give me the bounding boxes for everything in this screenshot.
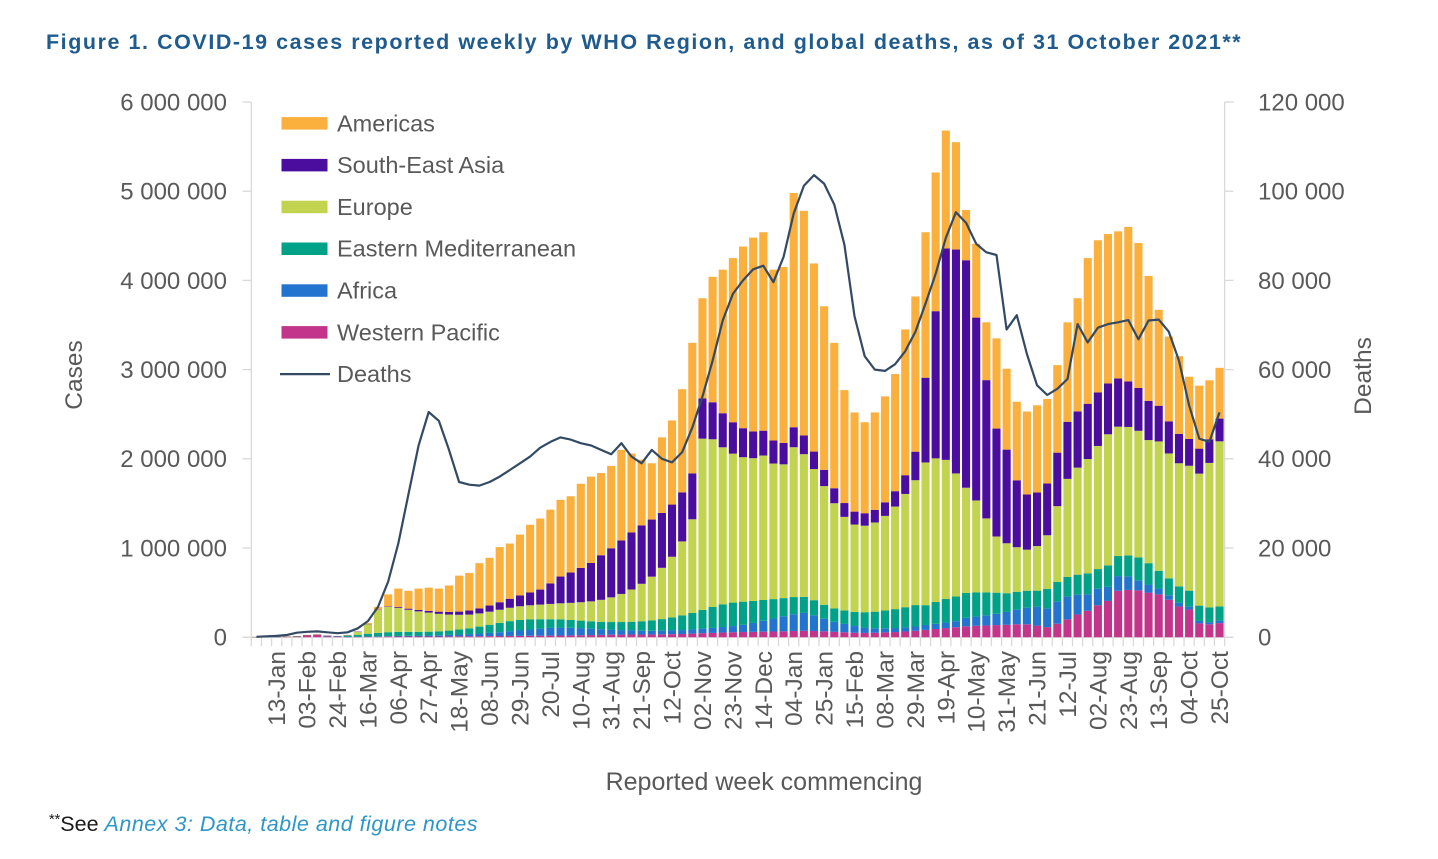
svg-text:18-May: 18-May [447,650,474,732]
svg-text:3 000 000: 3 000 000 [120,357,227,384]
svg-text:03-Feb: 03-Feb [295,651,322,729]
svg-text:1 000 000: 1 000 000 [120,535,227,562]
svg-text:100 000: 100 000 [1258,179,1345,206]
svg-text:12-Jul: 12-Jul [1055,651,1082,718]
svg-text:Cases: Cases [61,340,88,409]
svg-text:12-Oct: 12-Oct [660,651,687,725]
svg-text:10-May: 10-May [964,650,991,732]
svg-text:25-Jan: 25-Jan [812,651,839,726]
svg-text:4 000 000: 4 000 000 [120,268,227,295]
svg-text:**See Annex 3: Data, table and: **See Annex 3: Data, table and figure no… [49,812,478,836]
svg-text:Europe: Europe [337,194,413,220]
svg-text:13-Sep: 13-Sep [1146,651,1173,730]
svg-text:19-Apr: 19-Apr [933,651,960,725]
svg-text:02-Nov: 02-Nov [690,650,717,730]
svg-text:08-Jun: 08-Jun [477,651,504,726]
svg-text:31-May: 31-May [994,650,1021,732]
svg-text:24-Feb: 24-Feb [325,651,352,729]
svg-text:Deaths: Deaths [1350,337,1377,415]
svg-text:Deaths: Deaths [337,361,411,387]
svg-text:23-Nov: 23-Nov [720,650,747,730]
svg-text:29-Jun: 29-Jun [508,651,535,726]
svg-text:Western Pacific: Western Pacific [337,319,500,345]
svg-text:13-Jan: 13-Jan [264,651,291,726]
svg-text:21-Sep: 21-Sep [629,651,656,730]
svg-text:06-Apr: 06-Apr [386,651,413,725]
svg-text:Americas: Americas [337,110,435,136]
svg-text:0: 0 [1258,625,1271,652]
svg-text:27-Apr: 27-Apr [416,651,443,725]
svg-text:08-Mar: 08-Mar [873,651,900,729]
svg-text:04-Jan: 04-Jan [781,651,808,726]
svg-text:25-Oct: 25-Oct [1207,651,1234,725]
svg-text:20-Jul: 20-Jul [538,651,565,718]
svg-text:Figure 1. COVID-19 cases repor: Figure 1. COVID-19 cases reported weekly… [46,30,1242,54]
svg-text:20 000: 20 000 [1258,535,1331,562]
svg-text:6 000 000: 6 000 000 [120,89,227,116]
svg-text:29-Mar: 29-Mar [903,651,930,729]
svg-text:5 000 000: 5 000 000 [120,179,227,206]
svg-text:31-Aug: 31-Aug [599,651,626,730]
svg-text:120 000: 120 000 [1258,89,1345,116]
svg-text:80 000: 80 000 [1258,268,1331,295]
svg-text:21-Jun: 21-Jun [1025,651,1052,726]
svg-text:16-Mar: 16-Mar [355,651,382,729]
svg-text:02-Aug: 02-Aug [1085,651,1112,730]
svg-text:2 000 000: 2 000 000 [120,446,227,473]
svg-text:04-Oct: 04-Oct [1177,651,1204,725]
svg-text:South-East Asia: South-East Asia [337,152,505,178]
svg-text:60 000: 60 000 [1258,357,1331,384]
svg-text:14-Dec: 14-Dec [751,651,778,730]
svg-text:Africa: Africa [337,278,398,304]
svg-text:40 000: 40 000 [1258,446,1331,473]
svg-text:10-Aug: 10-Aug [568,651,595,730]
svg-text:0: 0 [214,625,227,652]
svg-text:23-Aug: 23-Aug [1116,651,1143,730]
svg-text:Eastern Mediterranean: Eastern Mediterranean [337,236,576,262]
svg-text:15-Feb: 15-Feb [842,651,869,729]
svg-text:Reported week commencing: Reported week commencing [606,768,923,796]
